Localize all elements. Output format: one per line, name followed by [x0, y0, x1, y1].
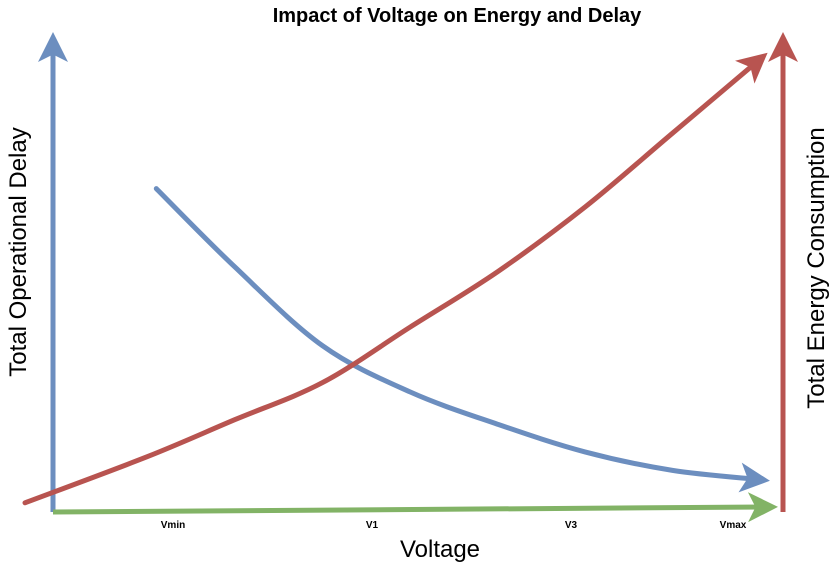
series-line-delay — [153, 186, 770, 493]
x-axis — [52, 492, 778, 523]
series-line-energy — [22, 52, 768, 506]
right-y-axis-label: Total Energy Consumption — [803, 127, 830, 408]
x-tick-label: V3 — [565, 520, 578, 531]
chart-title: Impact of Voltage on Energy and Delay — [273, 5, 642, 27]
x-tick-label: Vmin — [161, 520, 185, 531]
x-tick-label: V1 — [366, 520, 379, 531]
x-axis-label: Voltage — [400, 536, 480, 563]
left-y-axis-label: Total Operational Delay — [5, 127, 32, 376]
x-tick-labels: Vmin V1 V3 Vmax — [161, 520, 747, 531]
x-tick-label: Vmax — [720, 520, 747, 531]
